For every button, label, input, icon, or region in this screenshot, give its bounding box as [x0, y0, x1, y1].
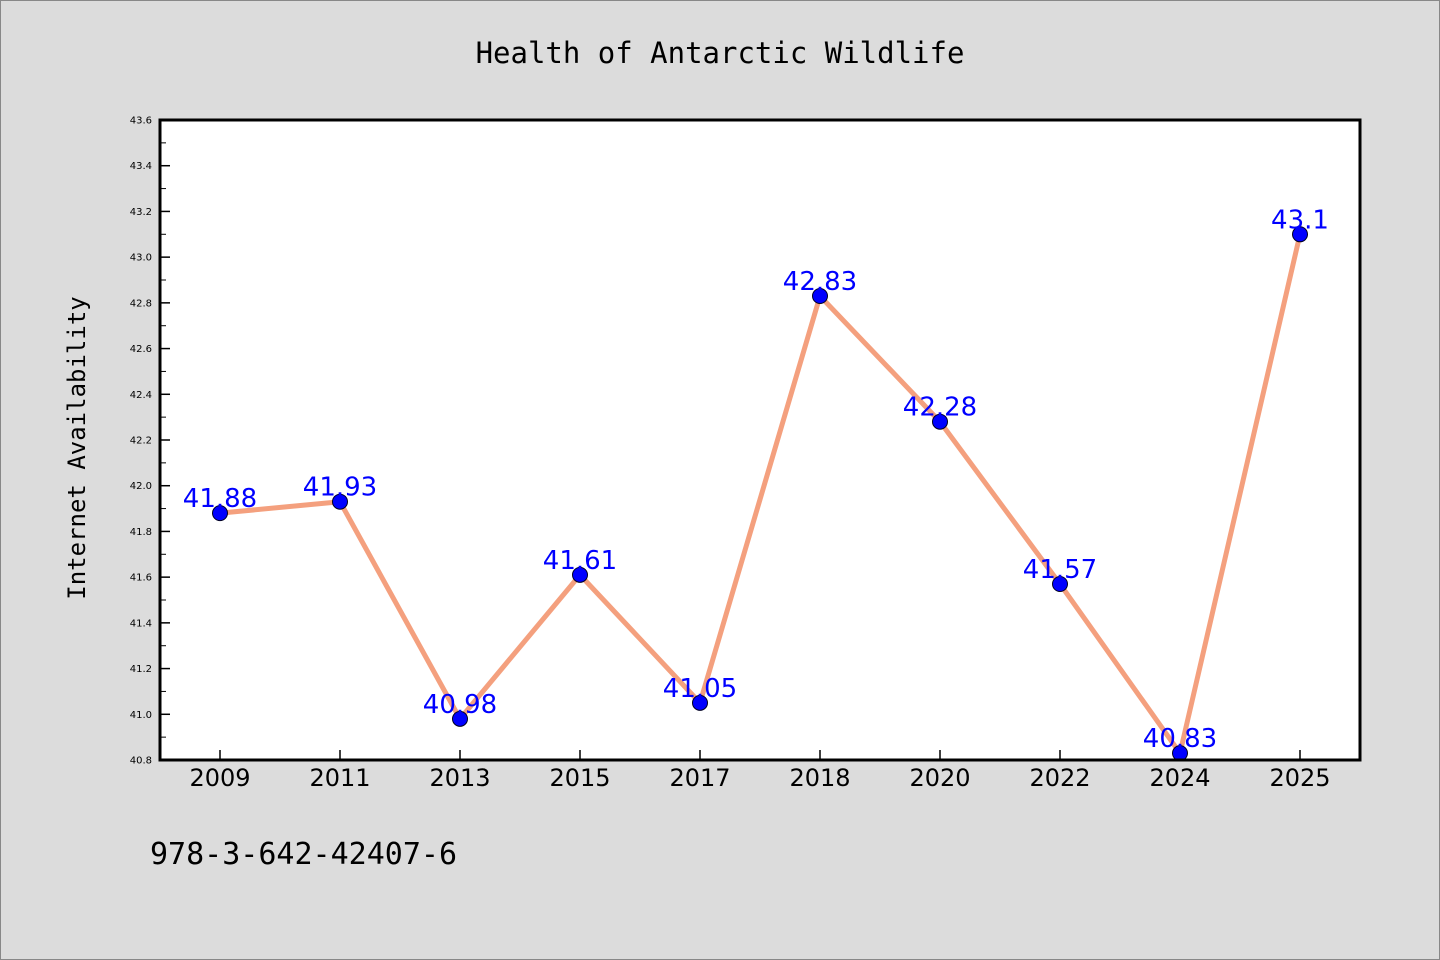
- y-tick-label: 43.2: [130, 207, 152, 218]
- y-tick-label: 43.0: [130, 253, 152, 264]
- x-tick-label: 2017: [669, 764, 730, 792]
- y-tick-label: 42.8: [130, 298, 152, 309]
- y-tick-label: 43.4: [130, 161, 152, 172]
- x-tick-label: 2025: [1269, 764, 1330, 792]
- data-label: 41.61: [543, 546, 617, 576]
- data-point: [1292, 226, 1308, 243]
- x-tick-label: 2015: [549, 764, 610, 792]
- series-line: [217, 231, 1303, 756]
- y-tick-label: 41.2: [130, 664, 152, 675]
- data-point: [572, 566, 588, 583]
- y-tick-label: 41.6: [130, 573, 152, 584]
- data-label: 42.83: [783, 267, 857, 297]
- x-tick-label: 2009: [189, 764, 250, 792]
- y-tick-label: 43.6: [130, 116, 152, 127]
- data-label: 40.98: [423, 690, 497, 720]
- data-label: 42.28: [903, 393, 977, 423]
- x-tick-label: 2011: [309, 764, 370, 792]
- x-tick-label: 2018: [789, 764, 850, 792]
- y-tick-label: 41.4: [130, 618, 152, 629]
- data-label: 41.88: [183, 484, 257, 514]
- data-point: [812, 288, 828, 304]
- y-tick-label: 41.8: [130, 527, 152, 538]
- y-tick-label: 42.6: [130, 344, 152, 355]
- y-axis-label: Internet Availability: [63, 296, 91, 599]
- y-tick-label: 42.0: [130, 481, 152, 492]
- chart-title: Health of Antarctic Wildlife: [476, 36, 965, 70]
- data-point: [332, 493, 348, 510]
- data-label: 40.83: [1143, 724, 1217, 754]
- x-axis-ticks: 2009 2011 2013 2015 2017 2018 2020 2022 2024 2025: [189, 750, 1331, 792]
- footer-code: 978-3-642-42407-6: [150, 837, 457, 872]
- plot-area: [160, 120, 1360, 760]
- data-label: 43.1: [1271, 205, 1329, 235]
- data-label: 41.57: [1023, 555, 1097, 585]
- data-point: [692, 694, 708, 711]
- data-point: [1052, 576, 1068, 592]
- x-tick-label: 2024: [1149, 764, 1210, 792]
- x-tick-label: 2013: [429, 764, 490, 792]
- data-labels: 41.88 41.93 40.98 41.61 41.05 42.83 42.28 41.57…: [183, 205, 1329, 754]
- plot-frame: [158, 118, 1362, 762]
- y-tick-label: 42.2: [130, 436, 152, 447]
- x-tick-label: 2022: [1029, 764, 1090, 792]
- series-markers: [212, 226, 1308, 762]
- data-point: [932, 413, 948, 430]
- data-point: [212, 505, 228, 522]
- y-tick-label: 42.4: [130, 390, 152, 401]
- data-point: [452, 710, 468, 727]
- y-tick-label: 41.0: [130, 710, 152, 721]
- y-axis-ticks: 40.8 41.0 41.2 41.4 41.6 41.8 42.0 42.2 42.4 42.6…: [130, 116, 170, 767]
- x-tick-label: 2020: [909, 764, 970, 792]
- data-label: 41.05: [663, 674, 737, 704]
- y-tick-label: 40.8: [130, 756, 152, 767]
- data-label: 41.93: [303, 473, 377, 503]
